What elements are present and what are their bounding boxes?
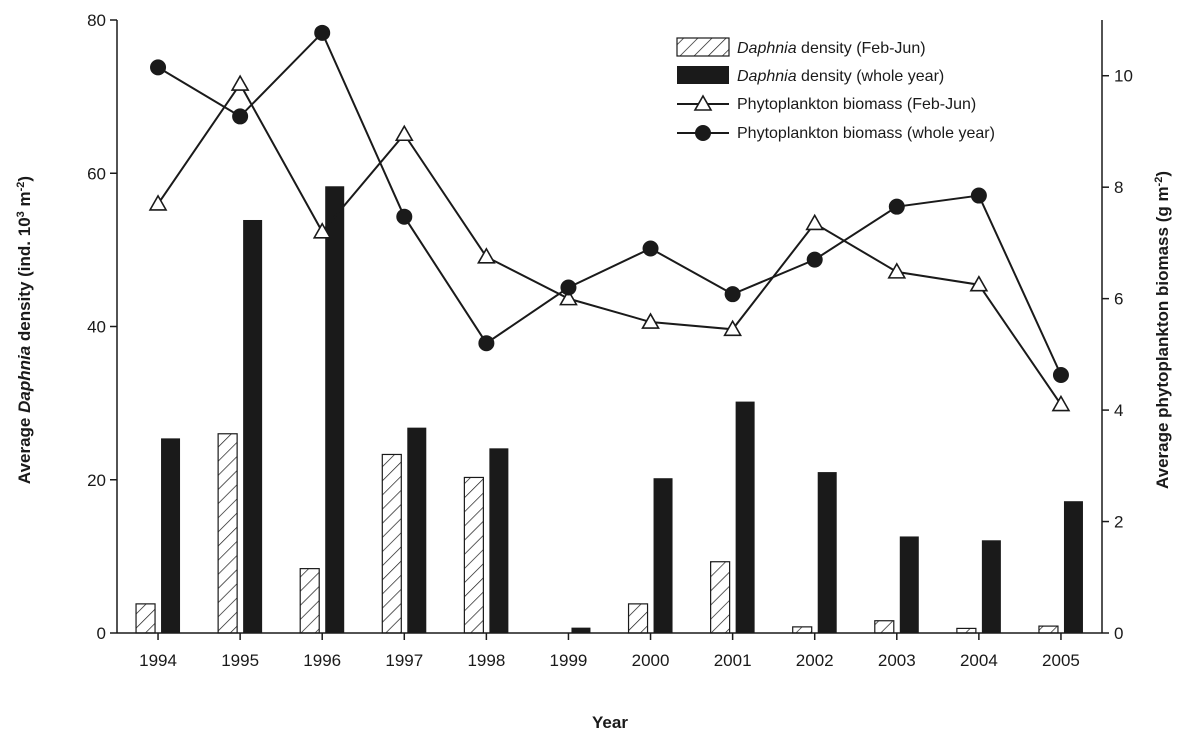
x-tick-label-1997: 1997: [385, 651, 423, 670]
bar-solid-1995: [243, 219, 263, 633]
marker-circle-2002: [806, 251, 823, 268]
marker-circle-2001: [724, 286, 741, 303]
y-tick-label-0: 0: [97, 624, 106, 643]
marker-triangle-1994: [148, 194, 168, 211]
bar-solid-2003: [899, 536, 919, 633]
marker-circle-2004: [970, 187, 987, 204]
y2-tick-label-8: 8: [1114, 178, 1123, 197]
marker-circle-2005: [1052, 366, 1069, 383]
bar-solid-1997: [407, 427, 427, 633]
marker-circle-2003: [888, 198, 905, 215]
bar-solid-1999: [571, 627, 591, 633]
y-tick-label-40: 40: [87, 318, 106, 337]
series-line-1: [157, 31, 1062, 376]
legend-marker-circle: [695, 125, 711, 141]
x-tick-label-2003: 2003: [878, 651, 916, 670]
marker-triangle-2004: [969, 275, 989, 292]
marker-triangle-2002: [805, 213, 825, 231]
marker-circle-1998: [478, 335, 495, 352]
x-tick-label-2005: 2005: [1042, 651, 1080, 670]
lines-layer: [148, 24, 1071, 412]
x-tick-label-2002: 2002: [796, 651, 834, 670]
y-tick-label-80: 80: [87, 11, 106, 30]
marker-circle-1995: [232, 108, 249, 125]
bar-hatched-2005: [1038, 625, 1059, 634]
bar-solid-2002: [817, 472, 837, 633]
bar-hatched-1996: [299, 568, 320, 634]
y2-axis-title: Average phytoplankton biomass (g m-2): [1153, 171, 1172, 489]
bar-hatched-1995: [217, 433, 238, 634]
bar-hatched-1994: [135, 603, 156, 634]
y-tick-label-60: 60: [87, 164, 106, 183]
marker-circle-1994: [150, 59, 167, 76]
marker-circle-1996: [314, 24, 331, 41]
x-axis-title: Year: [592, 713, 628, 730]
x-tick-label-1996: 1996: [303, 651, 341, 670]
x-tick-label-1998: 1998: [467, 651, 505, 670]
marker-triangle-2001: [723, 319, 743, 337]
bar-hatched-2000: [627, 603, 649, 634]
bar-hatched-1998: [463, 476, 484, 634]
x-tick-label-1994: 1994: [139, 651, 177, 670]
marker-triangle-2000: [641, 312, 660, 329]
bar-hatched-2002: [792, 626, 813, 634]
y2-tick-label-6: 6: [1114, 290, 1123, 309]
bar-solid-1998: [489, 448, 509, 633]
marker-triangle-2003: [887, 262, 907, 279]
x-tick-label-2004: 2004: [960, 651, 998, 670]
bar-hatched-2001: [710, 561, 731, 634]
bar-solid-2001: [735, 401, 755, 633]
x-tick-label-1999: 1999: [550, 651, 588, 670]
legend-swatch-hatched: [676, 37, 730, 57]
marker-triangle-2005: [1051, 394, 1071, 412]
marker-triangle-1996: [312, 222, 332, 239]
legend-marker-triangle: [693, 94, 713, 111]
y-axis-title: Average Daphnia density (ind. 103 m-2): [15, 176, 34, 484]
bars-layer: [135, 186, 1083, 634]
marker-triangle-1997: [394, 124, 414, 142]
x-tick-label-2001: 2001: [714, 651, 752, 670]
x-tick-label-1995: 1995: [221, 651, 259, 670]
y-tick-label-20: 20: [87, 471, 106, 490]
marker-circle-2000: [642, 240, 659, 257]
marker-triangle-1995: [230, 74, 250, 91]
legend-swatch-solid: [677, 66, 729, 84]
marker-circle-1997: [396, 208, 413, 225]
bar-solid-2005: [1063, 501, 1083, 633]
bar-hatched-2003: [874, 620, 895, 634]
bar-solid-1994: [161, 438, 181, 633]
bar-hatched-1997: [381, 453, 402, 634]
legend-label-circle: Phytoplankton biomass (whole year): [737, 125, 995, 142]
bar-solid-1996: [325, 186, 345, 633]
marker-circle-1999: [560, 279, 577, 296]
marker-triangle-1999: [559, 289, 578, 306]
marker-triangle-1998: [476, 247, 496, 264]
legend-label-triangle: Phytoplankton biomass (Feb-Jun): [737, 96, 976, 113]
legend: Daphnia density (Feb-Jun) Daphnia densit…: [676, 37, 995, 142]
x-tick-label-2000: 2000: [632, 651, 670, 670]
axes-layer: 0 20 40 60 80 0 2 4 6 8 10 1994 1995 1996 1997 1998 1999…: [87, 11, 1133, 670]
bar-solid-2004: [981, 540, 1001, 633]
y2-tick-label-0: 0: [1114, 624, 1123, 643]
y2-tick-label-4: 4: [1114, 401, 1123, 420]
series-line-0: [157, 82, 1062, 406]
legend-label-hatched: Daphnia density (Feb-Jun): [737, 40, 926, 57]
legend-label-solid: Daphnia density (whole year): [737, 68, 944, 85]
bar-solid-2000: [653, 478, 673, 633]
y2-tick-label-10: 10: [1114, 67, 1133, 86]
y2-tick-label-2: 2: [1114, 513, 1123, 532]
